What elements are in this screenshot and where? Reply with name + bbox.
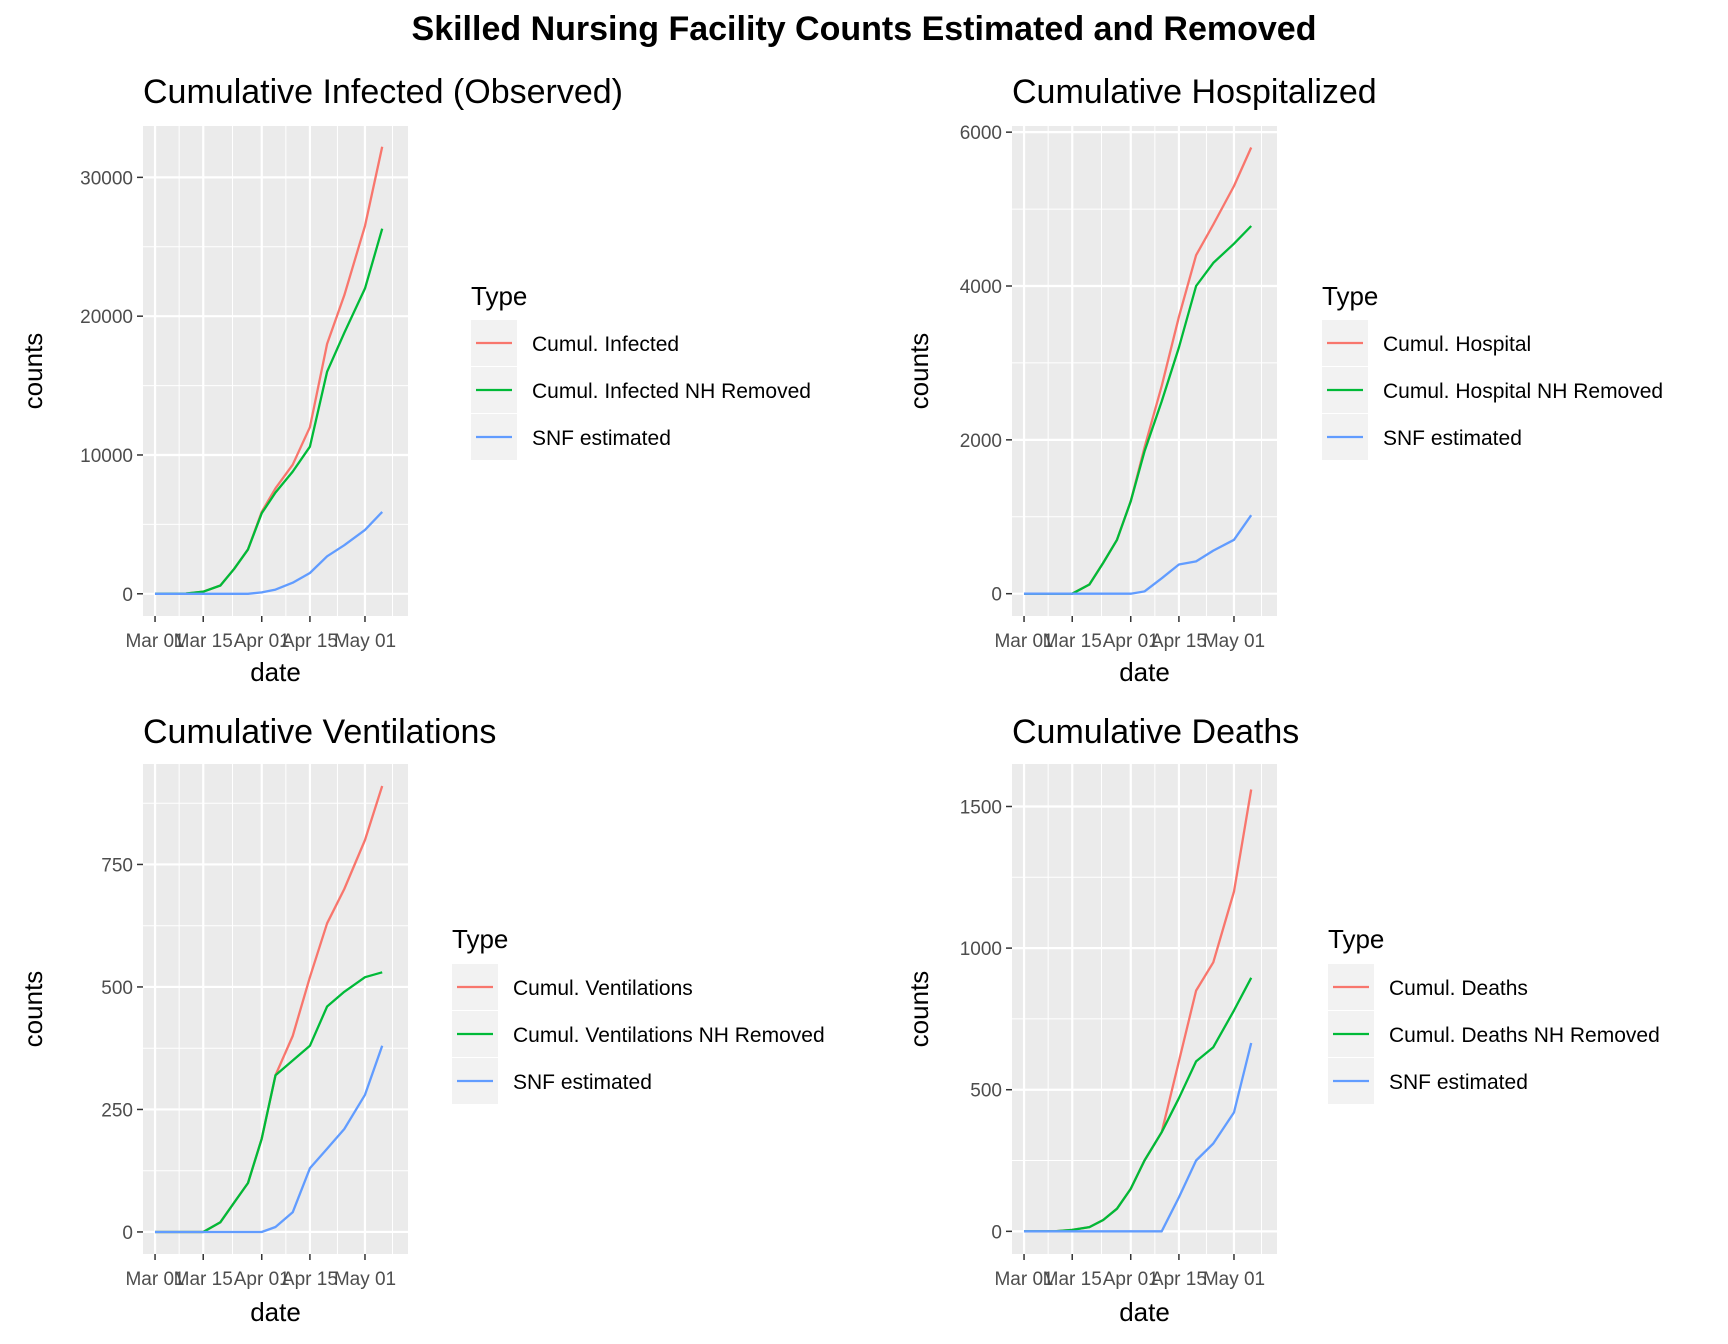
x-tick-label: May 01	[334, 1269, 396, 1290]
y-tick-label: 750	[101, 855, 133, 876]
x-tick-label: May 01	[334, 631, 396, 652]
x-tick-label: Apr 01	[1103, 631, 1159, 652]
legend-label: Cumul. Ventilations	[513, 977, 693, 1000]
x-tick-label: Apr 15	[282, 631, 338, 652]
series-line	[155, 971, 383, 1234]
y-tick-label: 1500	[960, 797, 1002, 818]
y-tick-label: 2000	[960, 431, 1002, 452]
x-tick-label: Mar 01	[994, 1269, 1053, 1290]
legend-label: Cumul. Deaths NH Removed	[1389, 1024, 1660, 1047]
y-tick-label: 0	[991, 585, 1002, 606]
y-tick-label: 500	[970, 1081, 1002, 1102]
x-tick-label: Apr 01	[234, 1269, 290, 1290]
y-axis-title: counts	[18, 333, 48, 410]
y-axis-title: counts	[904, 333, 934, 410]
y-tick-label: 0	[122, 585, 133, 606]
x-axis-title: date	[250, 1297, 301, 1327]
x-tick-label: Apr 15	[1151, 1269, 1207, 1290]
x-tick-label: Apr 01	[1103, 1269, 1159, 1290]
series-line	[1024, 1042, 1253, 1233]
y-tick-label: 30000	[80, 168, 133, 189]
x-tick-label: May 01	[1203, 1269, 1265, 1290]
x-tick-label: Mar 15	[1043, 631, 1102, 652]
series-line	[155, 511, 384, 595]
x-tick-label: Mar 15	[1043, 1269, 1102, 1290]
y-tick-label: 4000	[960, 277, 1002, 298]
y-tick-label: 500	[101, 978, 133, 999]
series-line	[1024, 514, 1253, 595]
y-tick-label: 10000	[80, 446, 133, 467]
x-axis-title: date	[1119, 657, 1170, 687]
chart-title: Cumulative Infected (Observed)	[143, 73, 623, 111]
series-line	[154, 228, 384, 595]
x-tick-label: Apr 15	[1151, 631, 1207, 652]
x-tick-label: Mar 01	[125, 1269, 184, 1290]
chart-title: Cumulative Deaths	[1012, 713, 1299, 751]
x-tick-label: Mar 15	[174, 631, 233, 652]
x-tick-label: Mar 15	[174, 1269, 233, 1290]
legend-label: Cumul. Deaths	[1389, 977, 1528, 1000]
legend-label: Cumul. Ventilations NH Removed	[513, 1024, 825, 1047]
legend-label: Cumul. Infected	[532, 333, 679, 356]
y-tick-label: 20000	[80, 307, 133, 328]
x-tick-label: Apr 15	[282, 1269, 338, 1290]
page-title: Skilled Nursing Facility Counts Estimate…	[412, 10, 1317, 48]
series-line	[155, 1045, 384, 1234]
y-tick-label: 0	[122, 1223, 133, 1244]
series-line	[1024, 977, 1253, 1233]
y-tick-label: 1000	[960, 939, 1002, 960]
legend-title: Type	[1328, 924, 1384, 954]
plot-panel	[1012, 764, 1277, 1254]
x-tick-label: Apr 01	[234, 631, 290, 652]
x-tick-label: May 01	[1203, 631, 1265, 652]
x-axis-title: date	[1119, 1297, 1170, 1327]
legend-title: Type	[1322, 281, 1378, 311]
y-tick-label: 250	[101, 1100, 133, 1121]
plot-panel	[143, 764, 408, 1254]
y-axis-title: counts	[18, 971, 48, 1048]
chart-title: Cumulative Hospitalized	[1012, 73, 1377, 111]
series-line	[1024, 225, 1253, 595]
y-axis-title: counts	[904, 971, 934, 1048]
legend-label: Cumul. Hospital NH Removed	[1383, 380, 1663, 403]
legend-label: Cumul. Hospital	[1383, 333, 1531, 356]
plot-panel	[143, 126, 408, 616]
y-tick-label: 6000	[960, 123, 1002, 144]
legend-title: Type	[471, 281, 527, 311]
legend-label: SNF estimated	[1389, 1071, 1528, 1094]
chart-title: Cumulative Ventilations	[143, 713, 496, 751]
legend-label: SNF estimated	[513, 1071, 652, 1094]
x-tick-label: Mar 01	[125, 631, 184, 652]
plot-panel	[1012, 126, 1277, 616]
x-tick-label: Mar 01	[994, 631, 1053, 652]
legend-label: SNF estimated	[1383, 427, 1522, 450]
legend-label: SNF estimated	[532, 427, 671, 450]
legend-title: Type	[452, 924, 508, 954]
legend-label: Cumul. Infected NH Removed	[532, 380, 811, 403]
y-tick-label: 0	[991, 1222, 1002, 1243]
x-axis-title: date	[250, 657, 301, 687]
